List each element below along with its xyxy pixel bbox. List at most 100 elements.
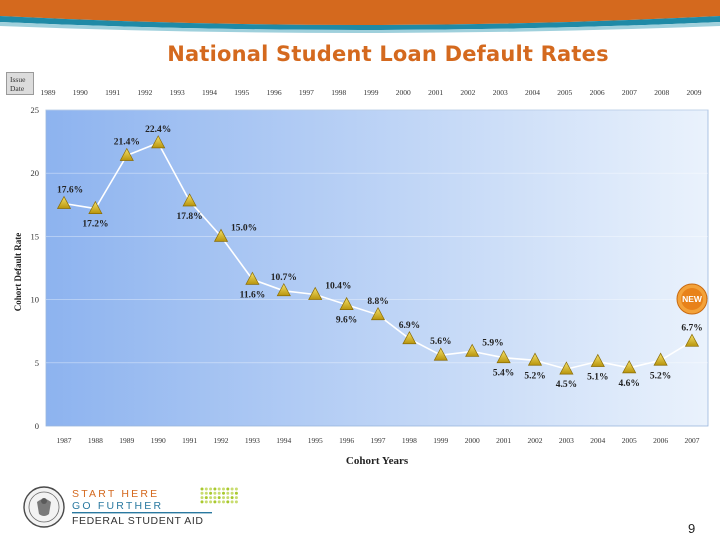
y-tick-label: 0 xyxy=(35,421,39,431)
x-tick-label: 1991 xyxy=(182,436,197,445)
x-axis: 1987 1988 1989 1990 1991 1992 1993 1994 1995 1996… xyxy=(57,436,700,445)
x-tick-label: 2005 xyxy=(622,436,637,445)
data-point xyxy=(653,352,668,366)
x-tick-label: 2001 xyxy=(496,436,511,445)
new-badge-label: NEW xyxy=(682,294,703,304)
data-label: 6.7% xyxy=(681,323,702,333)
data-point xyxy=(151,135,166,149)
y-tick-label: 25 xyxy=(31,105,40,115)
logo-dot xyxy=(217,491,221,495)
logo-dot xyxy=(222,500,225,504)
issue-date-tick: 1993 xyxy=(170,88,185,97)
data-point xyxy=(308,286,323,300)
data-point xyxy=(402,331,417,345)
slide-title: National Student Loan Default Rates xyxy=(167,42,609,66)
issue-label-line2: Date xyxy=(10,84,25,93)
logo-dot xyxy=(226,487,230,491)
data-label: 22.4% xyxy=(145,125,171,135)
data-label: 5.2% xyxy=(650,371,671,381)
data-point xyxy=(56,195,72,209)
logo-dot xyxy=(226,491,230,495)
data-label: 4.5% xyxy=(556,380,577,390)
data-point xyxy=(370,307,386,321)
logo-dot xyxy=(234,487,238,491)
logo-dot xyxy=(230,496,234,500)
data-label: 6.9% xyxy=(399,321,420,331)
data-label: 5.1% xyxy=(587,373,608,383)
new-badge: NEW xyxy=(676,283,708,315)
logo-dot xyxy=(209,491,213,495)
data-point xyxy=(496,350,511,364)
logo-dot xyxy=(204,496,208,500)
banner-stripe xyxy=(0,16,720,30)
x-tick-label: 1990 xyxy=(151,436,166,445)
issue-date-tick: 1990 xyxy=(73,88,88,97)
data-label: 17.2% xyxy=(82,220,108,230)
issue-date-tick: 1998 xyxy=(331,88,346,97)
issue-date-tick: 1994 xyxy=(202,88,217,97)
data-label: 10.7% xyxy=(271,273,297,283)
issue-date-tick: 1996 xyxy=(267,88,282,97)
logo-divider xyxy=(72,512,212,514)
logo-dot xyxy=(234,496,238,500)
data-label: 5.9% xyxy=(482,338,503,348)
gridlines xyxy=(46,109,708,364)
x-tick-label: 1992 xyxy=(214,436,229,445)
logo-dot xyxy=(200,500,204,504)
data-label: 8.8% xyxy=(367,297,388,307)
logo-dot xyxy=(204,491,208,495)
x-tick-label: 2007 xyxy=(685,436,700,445)
issue-label-line1: Issue xyxy=(10,75,26,84)
logo-dot xyxy=(213,491,217,495)
data-point xyxy=(433,347,448,361)
logo-dot xyxy=(213,500,217,504)
issue-date-tick: 1995 xyxy=(234,88,249,97)
data-label: 5.2% xyxy=(524,371,545,381)
data-point xyxy=(276,283,291,297)
data-labels: 17.6% 17.2% 21.4% 22.4% 17.8% 15.0% 11.6% 10.7%… xyxy=(57,125,703,390)
issue-date-tick: 2000 xyxy=(396,88,411,97)
issue-date-tick: 2005 xyxy=(557,88,572,97)
issue-date-tick: 2001 xyxy=(428,88,443,97)
data-point xyxy=(339,296,354,311)
markers xyxy=(56,135,700,375)
logo-dot xyxy=(217,496,221,500)
logo-dot xyxy=(230,487,234,491)
issue-date-tick: 2004 xyxy=(525,88,540,97)
data-point xyxy=(590,353,605,367)
x-tick-label: 1994 xyxy=(276,436,291,445)
data-point xyxy=(622,360,637,374)
logo-dot xyxy=(204,500,208,504)
data-label: 5.4% xyxy=(493,369,514,379)
data-label: 5.6% xyxy=(430,337,451,347)
logo-dot xyxy=(217,500,221,504)
data-label: 4.6% xyxy=(619,379,640,389)
data-label: 21.4% xyxy=(114,138,140,148)
logo-line2: GO FURTHER xyxy=(72,500,163,512)
issue-date-tick: 2008 xyxy=(654,88,669,97)
x-tick-label: 1989 xyxy=(119,436,134,445)
y-axis-title: Cohort Default Rate xyxy=(13,233,23,311)
data-label: 15.0% xyxy=(231,223,257,233)
logo-dot xyxy=(217,487,221,491)
logo-dot xyxy=(222,491,225,495)
logo-dot xyxy=(209,487,213,491)
x-tick-label: 1996 xyxy=(339,436,354,445)
x-tick-label: 1997 xyxy=(371,436,386,445)
y-tick-label: 20 xyxy=(31,168,40,178)
x-tick-label: 1987 xyxy=(57,436,72,445)
issue-date-tick: 2009 xyxy=(687,88,702,97)
logo-dot xyxy=(230,491,234,495)
y-tick-label: 10 xyxy=(31,295,40,305)
logo-dot xyxy=(234,500,238,504)
logo-dot xyxy=(213,496,217,500)
data-label: 11.6% xyxy=(240,290,266,300)
logo-dot xyxy=(230,500,234,504)
logo-dots xyxy=(200,487,238,504)
footer-logo: START HERE GO FURTHER FEDERAL STUDENT AI… xyxy=(23,486,238,528)
x-tick-label: 1998 xyxy=(402,436,417,445)
data-point xyxy=(182,193,197,207)
y-axis: 0 5 10 15 20 25 xyxy=(31,105,40,431)
banner-stripe-light xyxy=(0,22,720,33)
